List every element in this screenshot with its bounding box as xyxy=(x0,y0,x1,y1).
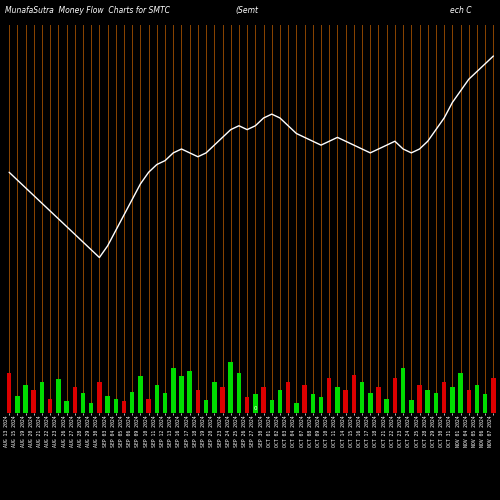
Bar xyxy=(97,382,102,412)
Bar xyxy=(179,376,184,412)
Bar xyxy=(220,388,225,412)
Bar xyxy=(236,374,241,412)
Bar xyxy=(122,402,126,412)
Bar xyxy=(7,374,12,412)
Bar xyxy=(450,388,454,412)
Bar xyxy=(392,378,397,412)
Bar xyxy=(327,378,332,412)
Bar xyxy=(491,378,496,412)
Bar xyxy=(171,368,175,412)
Text: MunafaSutra  Money Flow  Charts for SMTC: MunafaSutra Money Flow Charts for SMTC xyxy=(5,6,170,15)
Bar xyxy=(302,384,307,412)
Bar xyxy=(154,384,159,412)
Bar xyxy=(262,388,266,412)
Bar xyxy=(245,397,250,412)
Bar xyxy=(466,390,471,412)
Bar xyxy=(253,394,258,412)
Bar xyxy=(106,396,110,412)
Bar xyxy=(434,393,438,412)
Bar xyxy=(474,384,479,412)
Bar xyxy=(294,402,298,412)
Text: (Semt: (Semt xyxy=(235,6,258,15)
Bar xyxy=(418,384,422,412)
Bar xyxy=(286,382,290,412)
Bar xyxy=(48,398,52,412)
Bar xyxy=(64,402,69,412)
Bar xyxy=(114,398,118,412)
Bar xyxy=(352,375,356,412)
Text: 0: 0 xyxy=(254,406,257,410)
Bar xyxy=(401,368,406,412)
Bar xyxy=(80,393,85,412)
Bar xyxy=(212,382,216,412)
Text: ech C: ech C xyxy=(450,6,471,15)
Bar xyxy=(409,400,414,412)
Bar xyxy=(138,376,142,412)
Bar xyxy=(32,390,36,412)
Bar xyxy=(270,400,274,412)
Bar xyxy=(130,392,134,412)
Bar xyxy=(360,382,364,412)
Bar xyxy=(15,396,20,412)
Bar xyxy=(188,370,192,412)
Bar xyxy=(40,382,44,412)
Bar xyxy=(426,390,430,412)
Bar xyxy=(204,400,208,412)
Bar xyxy=(319,397,324,412)
Bar xyxy=(442,382,446,412)
Bar xyxy=(384,398,389,412)
Bar xyxy=(228,362,233,412)
Bar xyxy=(458,374,463,412)
Bar xyxy=(56,379,60,412)
Bar xyxy=(24,384,28,412)
Bar xyxy=(72,388,77,412)
Bar xyxy=(376,388,380,412)
Bar xyxy=(196,390,200,412)
Bar xyxy=(335,388,340,412)
Bar xyxy=(146,398,151,412)
Bar xyxy=(310,394,315,412)
Bar xyxy=(483,394,488,412)
Bar xyxy=(89,402,94,412)
Bar xyxy=(368,393,372,412)
Bar xyxy=(163,393,168,412)
Bar xyxy=(344,390,348,412)
Bar xyxy=(278,390,282,412)
